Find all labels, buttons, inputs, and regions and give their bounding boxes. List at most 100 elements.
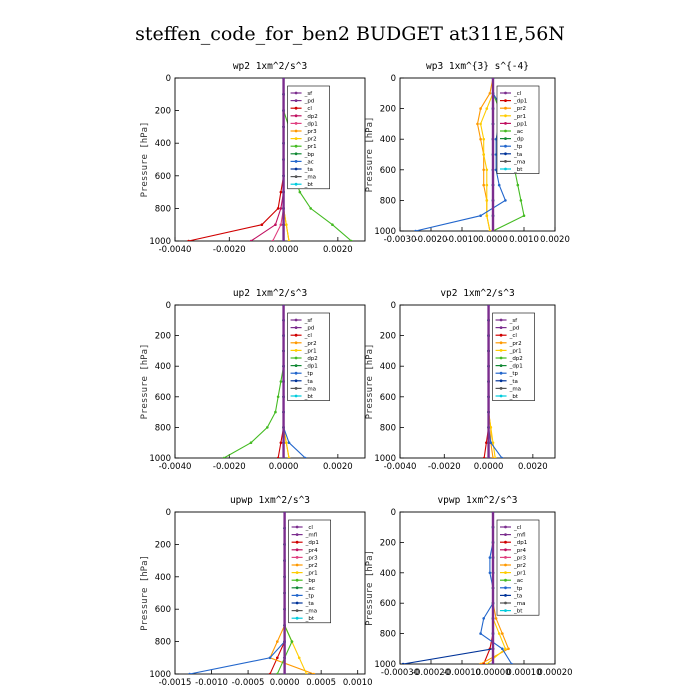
data-point	[491, 441, 495, 445]
legend-label: _pr2	[513, 563, 526, 569]
legend-label: _ta	[513, 593, 522, 599]
data-point	[482, 617, 486, 620]
panel-title: up2 1xm^2/s^3	[233, 288, 307, 299]
y-tick-label: 600	[380, 599, 396, 609]
legend-label: _ta	[304, 379, 313, 385]
legend-label: _bt	[304, 394, 314, 400]
y-tick-label: 200	[155, 540, 171, 550]
legend-label: _bt	[513, 167, 523, 173]
legend-label: _pd	[304, 99, 315, 105]
x-tick-label: 0.00010	[506, 668, 541, 678]
legend-marker	[295, 601, 299, 605]
legend-marker	[295, 586, 299, 590]
data-point	[287, 441, 291, 445]
y-tick-label: 0	[391, 74, 396, 84]
legend-marker	[504, 122, 507, 125]
legend-marker	[504, 129, 507, 133]
data-point	[479, 214, 482, 217]
x-tick-label: -0.0020	[213, 245, 246, 255]
legend-label: _cl	[513, 91, 522, 97]
figure-title: steffen_code_for_ben2 BUDGET at311E,56N	[135, 23, 565, 45]
legend-label: _pr2	[509, 341, 522, 347]
data-point	[297, 656, 301, 660]
data-point	[479, 662, 482, 664]
plot-area	[187, 78, 353, 241]
y-axis-title: Pressure [hPa]	[365, 344, 375, 420]
data-point	[485, 662, 489, 664]
chart-panel: vp2 1xm^2/s^3 0 200 400 600 800 1000 Pressure […	[365, 288, 556, 472]
data-point	[488, 92, 492, 95]
legend-marker	[499, 326, 503, 329]
legend-label: _dp1	[304, 121, 318, 127]
legend-marker	[499, 318, 503, 322]
y-tick-label: 1000	[149, 237, 171, 247]
data-point	[476, 122, 479, 126]
x-tick-label: 0.0000	[474, 462, 504, 472]
legend-label: _pd	[509, 326, 520, 332]
y-tick-label: 400	[380, 362, 396, 372]
legend-label: _pr2	[305, 563, 318, 569]
data-point	[497, 183, 501, 187]
data-point	[268, 672, 272, 674]
y-tick-label: 200	[380, 538, 396, 548]
x-tick-label: 0.0010	[343, 678, 373, 688]
legend-box	[496, 519, 540, 616]
legend-label: _ma	[305, 609, 317, 615]
y-tick-label: 400	[380, 569, 396, 579]
y-tick-label: 1000	[374, 454, 396, 464]
data-point	[491, 456, 495, 458]
legend-label: _dp1	[513, 99, 527, 105]
x-tick-label: 0.0020	[323, 462, 353, 472]
x-tick-label: -0.0015	[159, 678, 192, 688]
legend-marker	[294, 129, 298, 133]
data-point	[187, 239, 190, 241]
legend-marker	[504, 540, 507, 544]
data-point	[265, 426, 269, 429]
data-point	[504, 647, 507, 651]
data-point	[271, 239, 275, 241]
data-point	[497, 632, 501, 635]
legend-marker	[295, 616, 299, 620]
legend-marker	[294, 182, 298, 186]
y-tick-label: 600	[380, 393, 396, 403]
x-tick-label: 0.0020	[540, 235, 570, 245]
legend-label: _ta	[305, 601, 314, 607]
legend-label: _ac	[305, 586, 315, 592]
data-point	[489, 426, 493, 429]
x-tick-label: -0.0040	[159, 245, 192, 255]
data-point	[279, 380, 283, 383]
legend-label: _ma	[509, 386, 521, 392]
legend-label: _pr1	[513, 571, 526, 577]
plot-area	[482, 305, 504, 458]
legend-label: _pr3	[304, 129, 318, 135]
y-tick-label: 200	[380, 332, 396, 342]
x-tick-label: -0.00010	[443, 668, 481, 678]
y-tick-label: 400	[155, 573, 171, 583]
legend-label: _pp1	[513, 121, 527, 127]
data-point	[493, 456, 497, 458]
legend-marker	[504, 571, 507, 574]
panel-title: upwp 1xm^2/s^3	[230, 495, 310, 506]
data-point	[276, 640, 279, 643]
data-point	[522, 214, 526, 217]
legend-label: _pr4	[305, 548, 319, 554]
legend-marker	[294, 160, 298, 163]
chart-panel: vpwp 1xm^2/s^3 0 200 400 600 800 1000 Pressure …	[365, 495, 573, 678]
legend-label: _mfl	[513, 533, 526, 539]
data-point	[494, 617, 498, 620]
legend-marker	[295, 533, 299, 536]
x-tick-label: -0.0010	[446, 235, 479, 245]
data-point	[287, 239, 291, 241]
legend-label: _bt	[304, 182, 314, 188]
data-point	[312, 672, 316, 674]
legend-marker	[504, 594, 507, 597]
data-point	[350, 239, 353, 241]
legend-marker	[504, 106, 507, 110]
legend-marker	[294, 379, 298, 383]
x-tick-label: -0.00020	[412, 668, 450, 678]
plot-area	[188, 512, 316, 674]
legend-label: _tp	[305, 593, 315, 599]
y-axis-title: Pressure [hPa]	[140, 555, 150, 631]
data-point	[284, 441, 288, 445]
legend-label: _pr2	[304, 341, 317, 347]
